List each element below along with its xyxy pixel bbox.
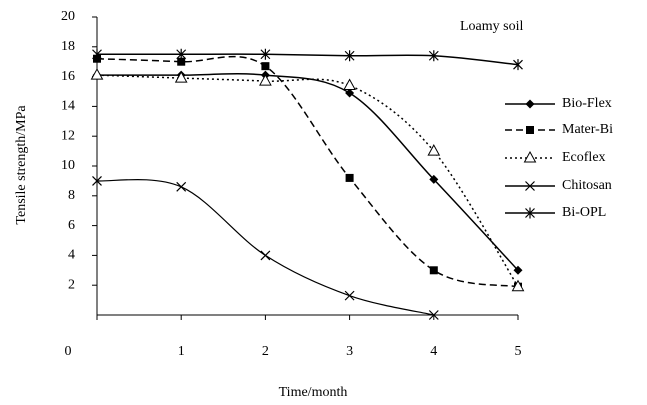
y-tick-label: 12 [61, 128, 75, 143]
legend-label: Chitosan [562, 178, 612, 193]
marker [90, 68, 104, 80]
y-tick-label: 18 [61, 39, 75, 54]
series-line [96, 55, 519, 288]
marker [344, 50, 355, 62]
legend-marker [525, 207, 535, 219]
marker [260, 48, 271, 60]
marker [513, 59, 523, 71]
marker [513, 265, 523, 275]
x-tick-label: 3 [346, 344, 353, 359]
y-tick-label: 16 [61, 69, 75, 84]
marker [429, 174, 439, 184]
marker [174, 71, 188, 83]
y-tick-label: 6 [68, 218, 75, 233]
y-axis-label: Tensile strength/MPa [14, 105, 29, 225]
legend-label: Bi-OPL [562, 205, 606, 220]
x-axis-label: Time/month [279, 385, 348, 400]
marker [429, 266, 438, 275]
series-line [96, 73, 519, 271]
legend-marker [523, 150, 537, 163]
y-tick-label: 8 [68, 188, 75, 203]
y-tick-label: 10 [61, 158, 75, 173]
marker [428, 310, 439, 320]
x-tick-label: 0 [65, 344, 72, 359]
series-line [97, 53, 519, 66]
legend-label: Mater-Bi [562, 122, 613, 137]
legend-marker [526, 126, 534, 134]
marker [428, 50, 439, 62]
y-tick-label: 14 [61, 99, 75, 114]
y-tick-label: 20 [61, 9, 75, 24]
y-tick-label: 2 [68, 277, 75, 292]
legend-label: Bio-Flex [562, 96, 612, 111]
legend-marker [525, 99, 535, 109]
series-line [96, 178, 434, 316]
marker [345, 173, 354, 182]
x-tick-label: 1 [178, 344, 185, 359]
y-tick-label: 4 [68, 248, 75, 263]
marker [261, 62, 270, 71]
legend-label: Ecoflex [562, 150, 606, 165]
marker [344, 290, 355, 301]
marker [260, 250, 271, 261]
marker [176, 48, 187, 60]
marker [176, 181, 187, 192]
marker [92, 175, 102, 186]
legend-marker [525, 181, 535, 191]
marker [427, 144, 441, 156]
marker [177, 57, 186, 66]
x-tick-label: 2 [262, 344, 269, 359]
annotation: Loamy soil [460, 19, 523, 34]
x-tick-label: 4 [430, 344, 437, 359]
x-tick-label: 5 [515, 344, 522, 359]
marker [92, 48, 102, 60]
marker [511, 279, 525, 292]
marker [345, 88, 355, 98]
marker [259, 74, 272, 86]
marker [343, 78, 356, 91]
